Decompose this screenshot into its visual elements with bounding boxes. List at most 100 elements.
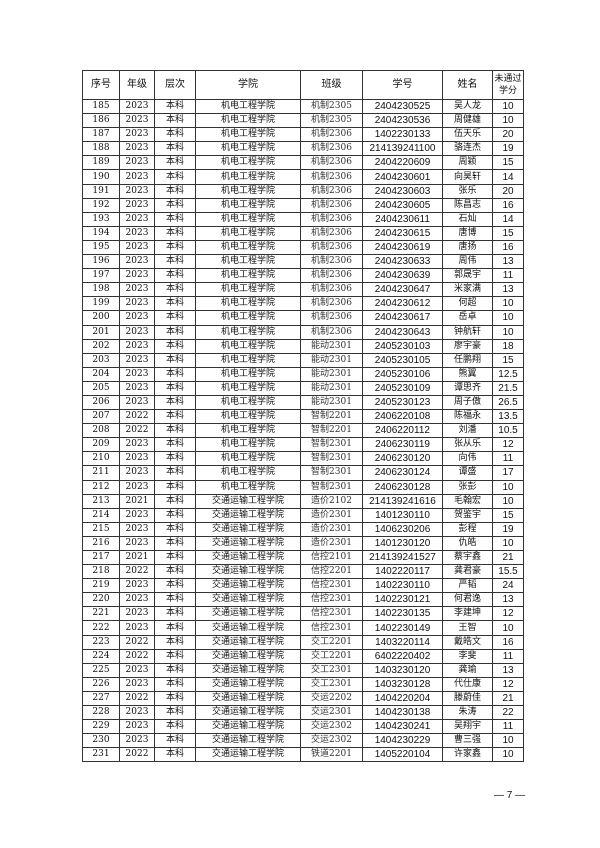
- cell-index: 194: [82, 225, 120, 241]
- cell-failed-credits: 21: [492, 549, 524, 566]
- cell-level: 本科: [154, 409, 196, 425]
- cell-index: 206: [82, 394, 120, 411]
- cell-name: 王智: [442, 620, 493, 636]
- cell-grade: 2023: [119, 239, 155, 256]
- cell-failed-credits: 17: [492, 465, 524, 481]
- cell-name: 龚瑜: [442, 662, 493, 678]
- cell-grade: 2023: [119, 719, 155, 735]
- cell-college: 机电工程学院: [195, 366, 301, 382]
- cell-college: 机电工程学院: [195, 409, 301, 425]
- cell-class: 机制2306: [300, 169, 363, 185]
- cell-college: 交通运输工程学院: [195, 747, 301, 763]
- cell-index: 208: [82, 423, 120, 439]
- cell-level: 本科: [154, 239, 196, 256]
- cell-level: 本科: [154, 747, 196, 763]
- cell-class: 造价2301: [300, 507, 363, 523]
- cell-index: 203: [82, 352, 120, 368]
- cell-grade: 2023: [119, 155, 155, 171]
- cell-name: 蔡宇鑫: [442, 549, 493, 566]
- cell-student-id: 1406230206: [362, 521, 443, 537]
- cell-level: 本科: [154, 324, 196, 340]
- cell-failed-credits: 10: [492, 98, 524, 115]
- cell-college: 交通运输工程学院: [195, 690, 301, 707]
- cell-level: 本科: [154, 423, 196, 439]
- cell-failed-credits: 18: [492, 338, 524, 354]
- cell-student-id: 1404220204: [362, 690, 443, 707]
- cell-level: 本科: [154, 310, 196, 326]
- cell-index: 189: [82, 155, 120, 171]
- table-row: 192 2023 本科 机电工程学院 机制2306 2404230605 陈昌志 16: [82, 197, 524, 213]
- cell-college: 机电工程学院: [195, 352, 301, 368]
- table-row: 196 2023 本科 机电工程学院 机制2306 2404230633 周伟 13: [82, 254, 524, 270]
- cell-class: 交运2302: [300, 733, 363, 749]
- cell-college: 机电工程学院: [195, 225, 301, 241]
- cell-grade: 2022: [119, 564, 155, 580]
- cell-name: 李斐: [442, 648, 493, 664]
- cell-index: 220: [82, 592, 120, 608]
- cell-level: 本科: [154, 437, 196, 453]
- table-row: 224 2022 本科 交通运输工程学院 交工2201 6402220402 李斐 11: [82, 648, 524, 664]
- cell-student-id: 2404230617: [362, 310, 443, 326]
- table-row: 226 2023 本科 交通运输工程学院 交工2301 1403230128 代仕康 12: [82, 676, 524, 692]
- cell-name: 伍天乐: [442, 127, 493, 143]
- cell-level: 本科: [154, 592, 196, 608]
- cell-level: 本科: [154, 394, 196, 411]
- cell-grade: 2023: [119, 394, 155, 411]
- cell-student-id: 6402220402: [362, 648, 443, 664]
- table-row: 231 2022 本科 交通运输工程学院 铁道2201 1405220104 许家鑫 10: [82, 747, 524, 763]
- cell-index: 223: [82, 634, 120, 650]
- cell-student-id: 1403230128: [362, 676, 443, 692]
- cell-failed-credits: 11: [492, 648, 524, 664]
- table-row: 216 2023 本科 交通运输工程学院 造价2301 1401230120 仇皓 10: [82, 535, 524, 552]
- cell-grade: 2023: [119, 705, 155, 721]
- cell-level: 本科: [154, 127, 196, 143]
- cell-grade: 2022: [119, 648, 155, 664]
- cell-student-id: 1402230110: [362, 578, 443, 594]
- cell-name: 陈福永: [442, 409, 493, 425]
- cell-name: 严韬: [442, 578, 493, 594]
- cell-failed-credits: 10: [492, 296, 524, 312]
- cell-grade: 2023: [119, 451, 155, 467]
- cell-level: 本科: [154, 197, 196, 213]
- table-row: 227 2022 本科 交通运输工程学院 交运2202 1404220204 滕蔚佳 21: [82, 690, 524, 707]
- table-row: 198 2023 本科 机电工程学院 机制2306 2404230647 米家满 13: [82, 282, 524, 298]
- cell-level: 本科: [154, 549, 196, 566]
- header-college: 学院: [195, 70, 301, 100]
- cell-failed-credits: 13: [492, 282, 524, 298]
- cell-college: 机电工程学院: [195, 423, 301, 439]
- cell-grade: 2023: [119, 592, 155, 608]
- table-row: 225 2023 本科 交通运输工程学院 交工2301 1403230120 龚瑜 13: [82, 662, 524, 678]
- cell-grade: 2023: [119, 197, 155, 213]
- cell-grade: 2023: [119, 254, 155, 270]
- cell-student-id: 2406230128: [362, 479, 443, 495]
- cell-class: 机制2306: [300, 225, 363, 241]
- cell-failed-credits: 15: [492, 225, 524, 241]
- table-row: 210 2023 本科 机电工程学院 智制2301 2406230120 向伟 11: [82, 451, 524, 467]
- cell-name: 任鹏翔: [442, 352, 493, 368]
- cell-college: 交通运输工程学院: [195, 564, 301, 580]
- cell-name: 廖宇豪: [442, 338, 493, 354]
- table-row: 185 2023 本科 机电工程学院 机制2305 2404230525 吴人龙 10: [82, 98, 524, 115]
- failed-credits-table: 序号 年级 层次 学院 班级 学号 姓名 未通过学分 185 2023 本科 机电工程学院 机制230…: [82, 70, 524, 763]
- cell-level: 本科: [154, 352, 196, 368]
- cell-level: 本科: [154, 479, 196, 495]
- cell-index: 197: [82, 268, 120, 284]
- cell-level: 本科: [154, 606, 196, 622]
- cell-name: 石灿: [442, 211, 493, 227]
- cell-student-id: 2404230601: [362, 169, 443, 185]
- cell-class: 机制2305: [300, 98, 363, 115]
- cell-failed-credits: 10: [492, 733, 524, 749]
- cell-student-id: 2406230119: [362, 437, 443, 453]
- cell-name: 岳卓: [442, 310, 493, 326]
- cell-level: 本科: [154, 465, 196, 481]
- cell-class: 机制2306: [300, 310, 363, 326]
- cell-college: 交通运输工程学院: [195, 620, 301, 636]
- cell-index: 215: [82, 521, 120, 537]
- cell-college: 机电工程学院: [195, 479, 301, 495]
- cell-failed-credits: 12.5: [492, 366, 524, 382]
- table-row: 191 2023 本科 机电工程学院 机制2306 2404230603 张乐 20: [82, 183, 524, 199]
- cell-grade: 2023: [119, 98, 155, 115]
- cell-name: 周颖: [442, 155, 493, 171]
- cell-name: 周健雄: [442, 113, 493, 129]
- cell-level: 本科: [154, 535, 196, 552]
